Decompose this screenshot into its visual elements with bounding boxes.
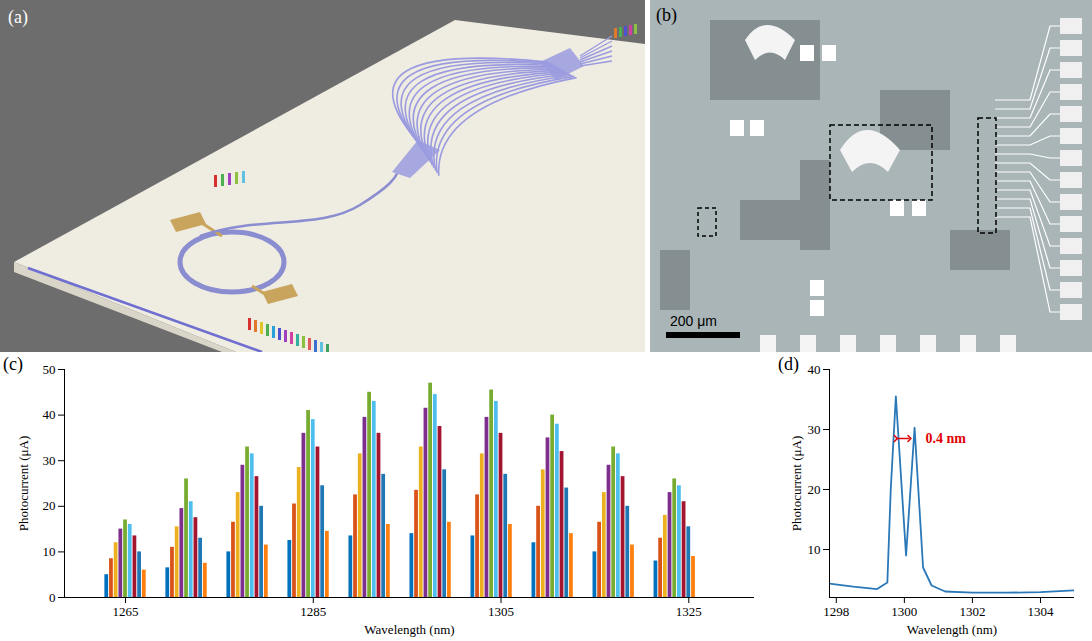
svg-text:1325: 1325	[676, 604, 702, 619]
svg-text:0.4 nm: 0.4 nm	[925, 431, 966, 446]
svg-text:0: 0	[49, 590, 56, 605]
svg-text:40: 40	[808, 362, 821, 377]
svg-text:20: 20	[43, 498, 56, 513]
svg-text:Wavelength (nm): Wavelength (nm)	[907, 622, 997, 637]
svg-text:1298: 1298	[823, 604, 849, 619]
html-text:(b): (b)	[656, 5, 677, 25]
svg-text:1302: 1302	[959, 604, 985, 619]
html-text:(c): (c)	[3, 354, 23, 374]
html-text:(d): (d)	[778, 354, 799, 374]
svg-text:1305: 1305	[488, 604, 514, 619]
svg-text:20: 20	[808, 482, 821, 497]
svg-text:10: 10	[808, 542, 821, 557]
svg-text:1304: 1304	[1027, 604, 1054, 619]
svg-text:50: 50	[43, 362, 56, 377]
svg-text:1265: 1265	[113, 604, 139, 619]
svg-text:1300: 1300	[891, 604, 917, 619]
svg-text:200 μm: 200 μm	[670, 313, 717, 329]
html-text:(a): (a)	[8, 7, 28, 27]
svg-text:Photocurrent (μA): Photocurrent (μA)	[789, 436, 804, 531]
svg-text:Photocurrent (μA): Photocurrent (μA)	[16, 436, 31, 531]
svg-text:Wavelength (nm): Wavelength (nm)	[364, 622, 454, 637]
svg-text:30: 30	[43, 453, 56, 468]
svg-text:40: 40	[43, 407, 56, 422]
svg-text:1285: 1285	[300, 604, 326, 619]
svg-text:10: 10	[43, 544, 56, 559]
svg-text:30: 30	[808, 422, 821, 437]
